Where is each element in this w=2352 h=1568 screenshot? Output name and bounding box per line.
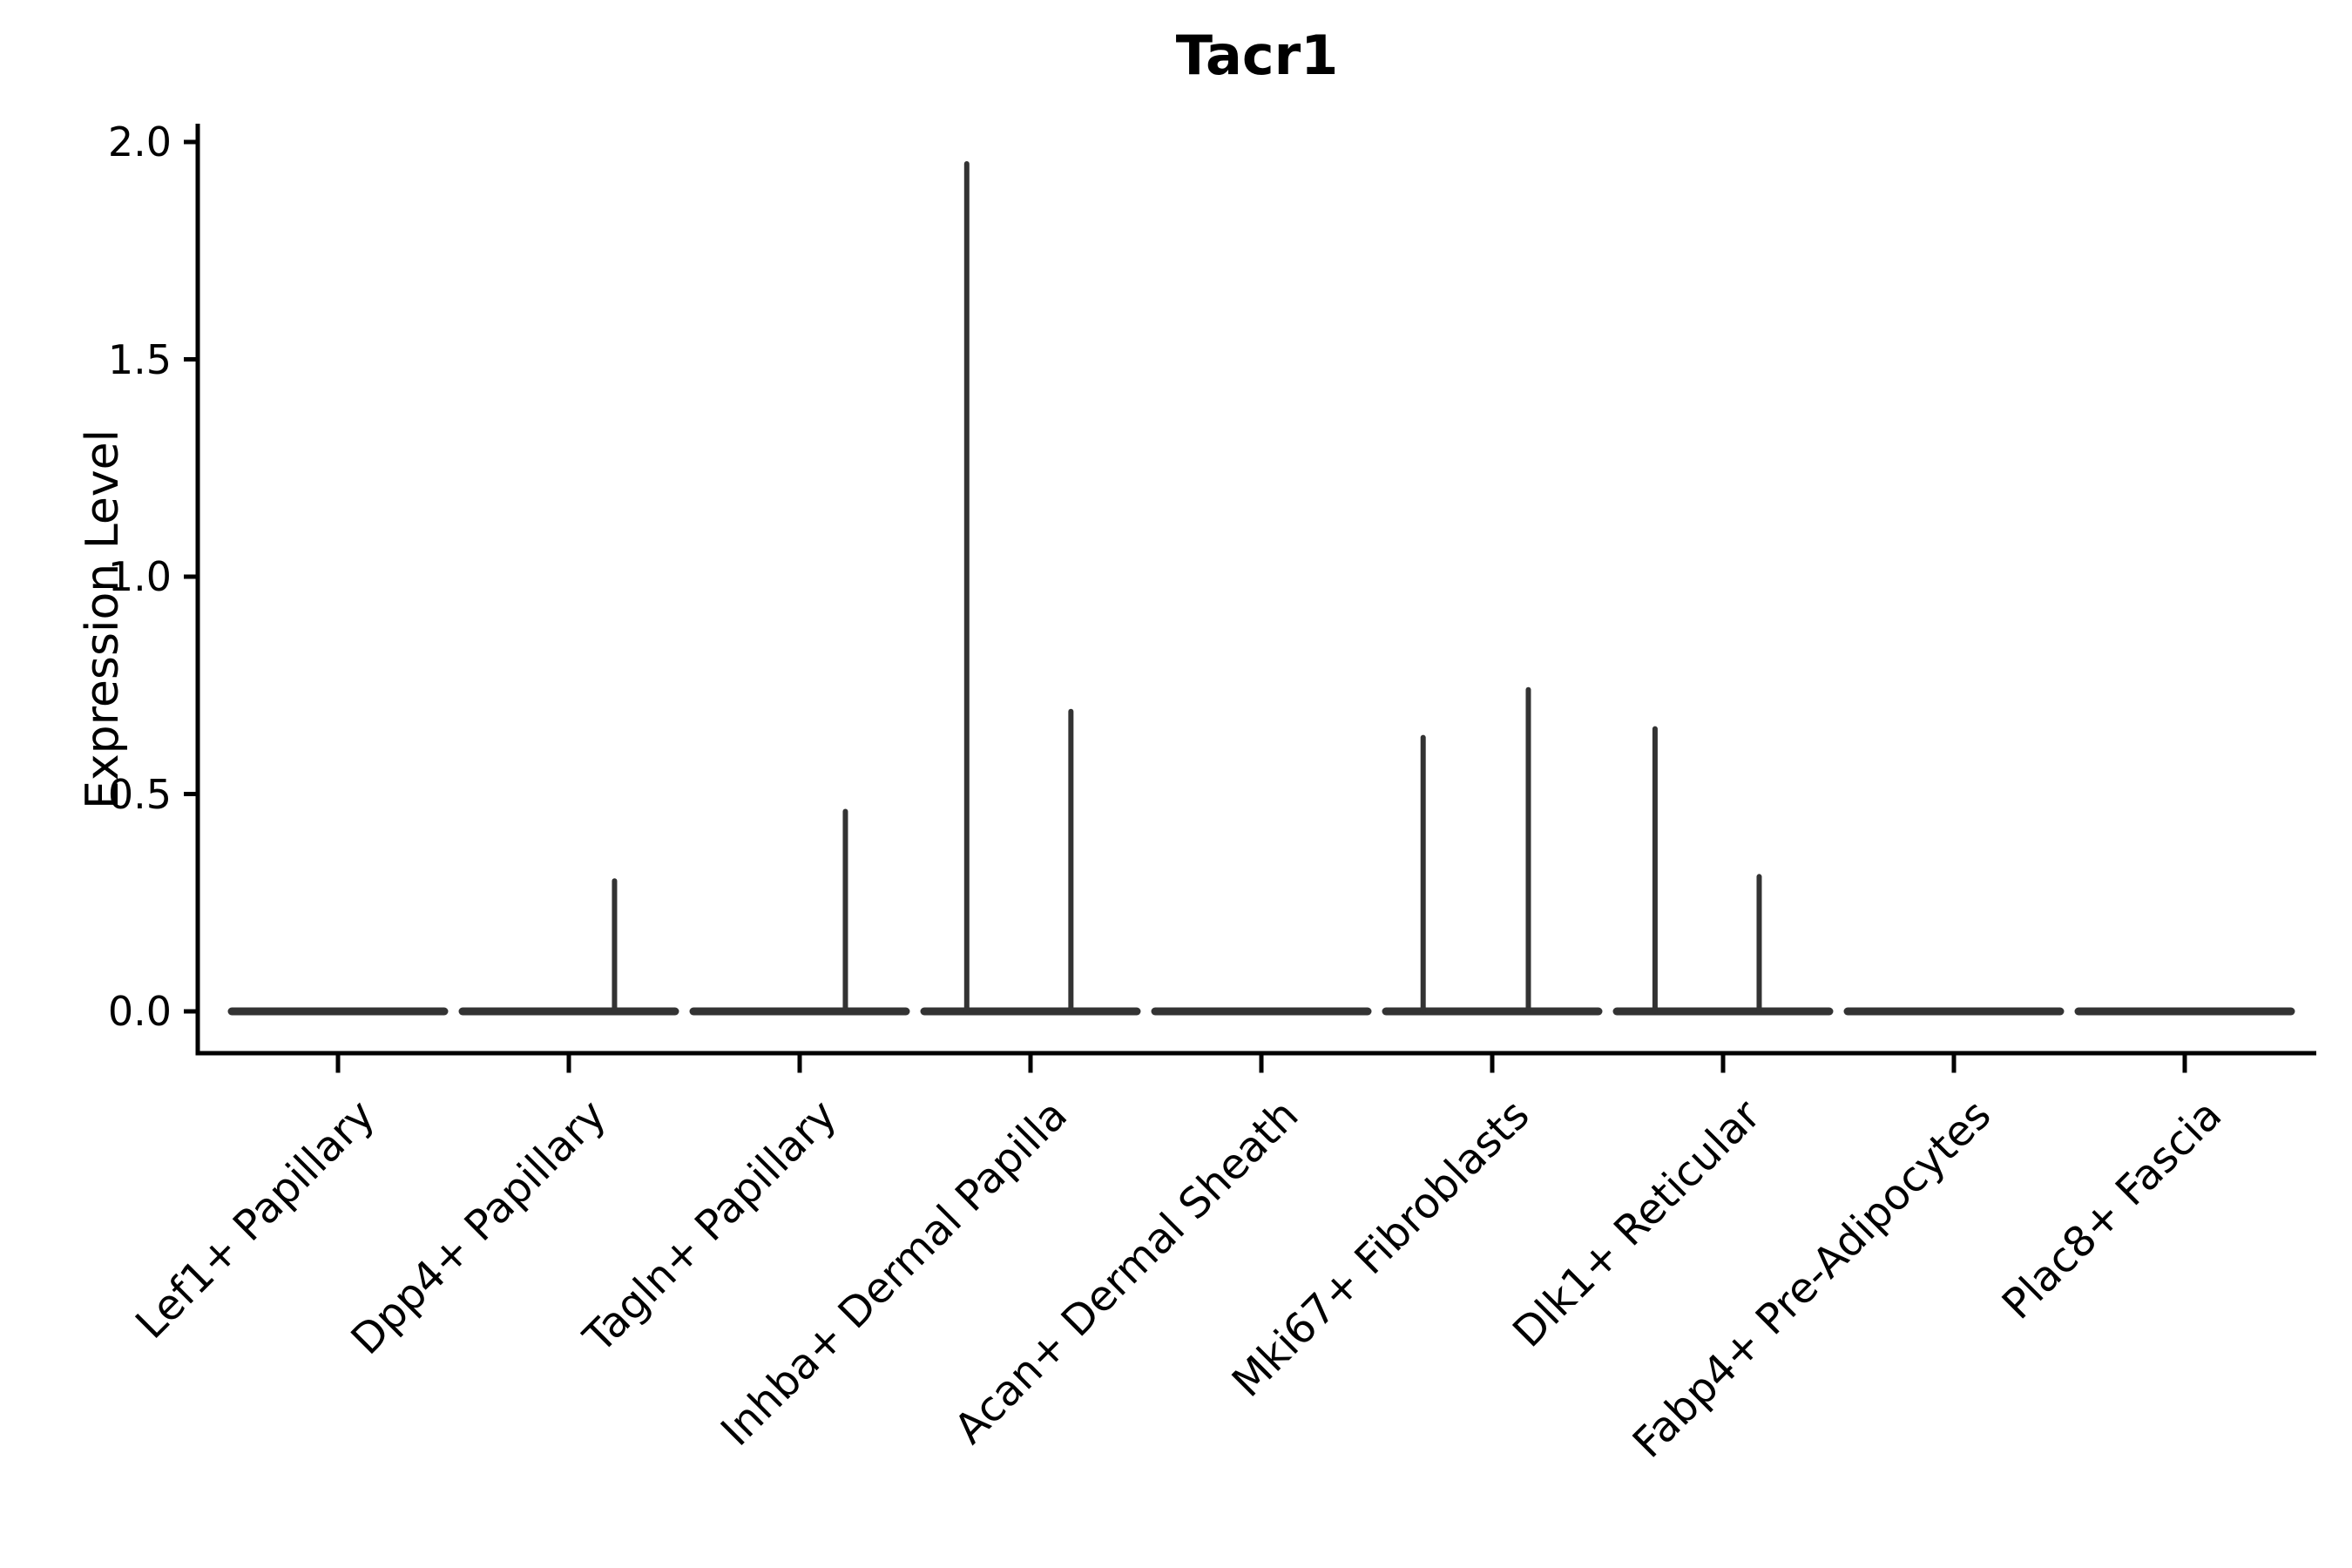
y-tick-label: 1.5 bbox=[107, 335, 172, 383]
y-tick-label: 0.5 bbox=[107, 770, 172, 818]
y-tick-label: 2.0 bbox=[107, 118, 172, 166]
y-tick-label: 1.0 bbox=[107, 553, 172, 600]
chart-title: Tacr1 bbox=[1175, 24, 1339, 87]
y-tick-label: 0.0 bbox=[107, 988, 172, 1035]
